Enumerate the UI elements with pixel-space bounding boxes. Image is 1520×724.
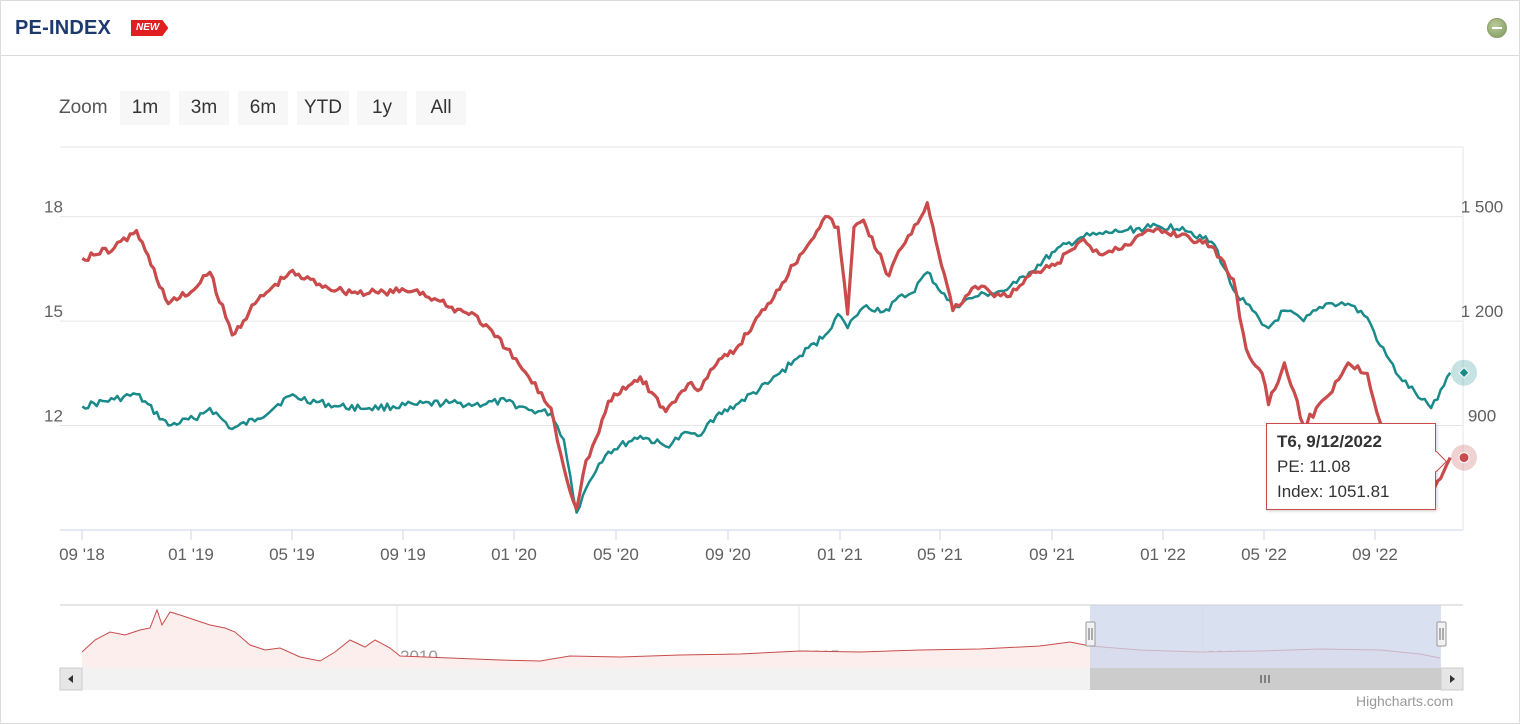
pe-hover-marker — [1458, 452, 1470, 464]
highcharts-credits[interactable]: Highcharts.com — [1356, 693, 1454, 709]
navigator-selected-range — [1090, 605, 1441, 668]
zoom-all-button[interactable]: All — [416, 91, 466, 125]
x-tick-label: 05 '21 — [917, 545, 963, 564]
x-tick-label: 09 '19 — [380, 545, 426, 564]
tooltip-date: T6, 9/12/2022 — [1277, 432, 1382, 451]
y-left-tick-label: 12 — [44, 407, 63, 426]
y-left-tick-label: 15 — [44, 302, 63, 321]
x-tick-label: 09 '21 — [1029, 545, 1075, 564]
x-tick-label: 05 '20 — [593, 545, 639, 564]
new-badge: NEW — [131, 20, 169, 36]
zoom-1y-button[interactable]: 1y — [357, 91, 407, 125]
y-right-tick-label: 1 200 — [1461, 302, 1504, 321]
x-tick-label: 05 '22 — [1241, 545, 1287, 564]
panel-header: PE-INDEX NEW — [1, 1, 1519, 56]
zoom-6m-button[interactable]: 6m — [238, 91, 288, 125]
scroll-right-icon — [1450, 675, 1455, 683]
x-tick-label: 09 '22 — [1352, 545, 1398, 564]
panel-title: PE-INDEX — [15, 17, 112, 39]
chart-tooltip: T6, 9/12/2022 PE: 11.08 Index: 1051.81 — [1266, 423, 1436, 510]
index-hover-marker — [1458, 366, 1470, 379]
y-left-tick-label: 18 — [44, 198, 63, 217]
scroll-left-icon — [68, 675, 73, 683]
x-tick-label: 01 '22 — [1140, 545, 1186, 564]
x-tick-label: 09 '18 — [59, 545, 105, 564]
y-right-tick-label: 1 500 — [1461, 198, 1504, 217]
tooltip-pe: PE: 11.08 — [1277, 457, 1351, 476]
x-tick-label: 09 '20 — [705, 545, 751, 564]
tooltip-index: Index: 1051.81 — [1277, 482, 1390, 501]
navigator-right-handle[interactable] — [1436, 621, 1447, 647]
x-tick-label: 01 '21 — [817, 545, 863, 564]
zoom-3m-button[interactable]: 3m — [179, 91, 229, 125]
zoom-1m-button[interactable]: 1m — [120, 91, 170, 125]
zoom-ytd-button[interactable]: YTD — [297, 91, 349, 125]
zoom-label: Zoom — [59, 97, 108, 118]
index-series-line — [81, 222, 1452, 514]
pe-series-line — [81, 201, 1452, 511]
navigator-left-handle[interactable] — [1085, 621, 1096, 647]
collapse-icon[interactable] — [1487, 18, 1507, 38]
x-tick-label: 01 '20 — [491, 545, 537, 564]
navigator-series-line — [81, 608, 1441, 662]
x-tick-label: 05 '19 — [269, 545, 315, 564]
y-right-tick-label: 900 — [1468, 407, 1496, 426]
x-tick-label: 01 '19 — [168, 545, 214, 564]
